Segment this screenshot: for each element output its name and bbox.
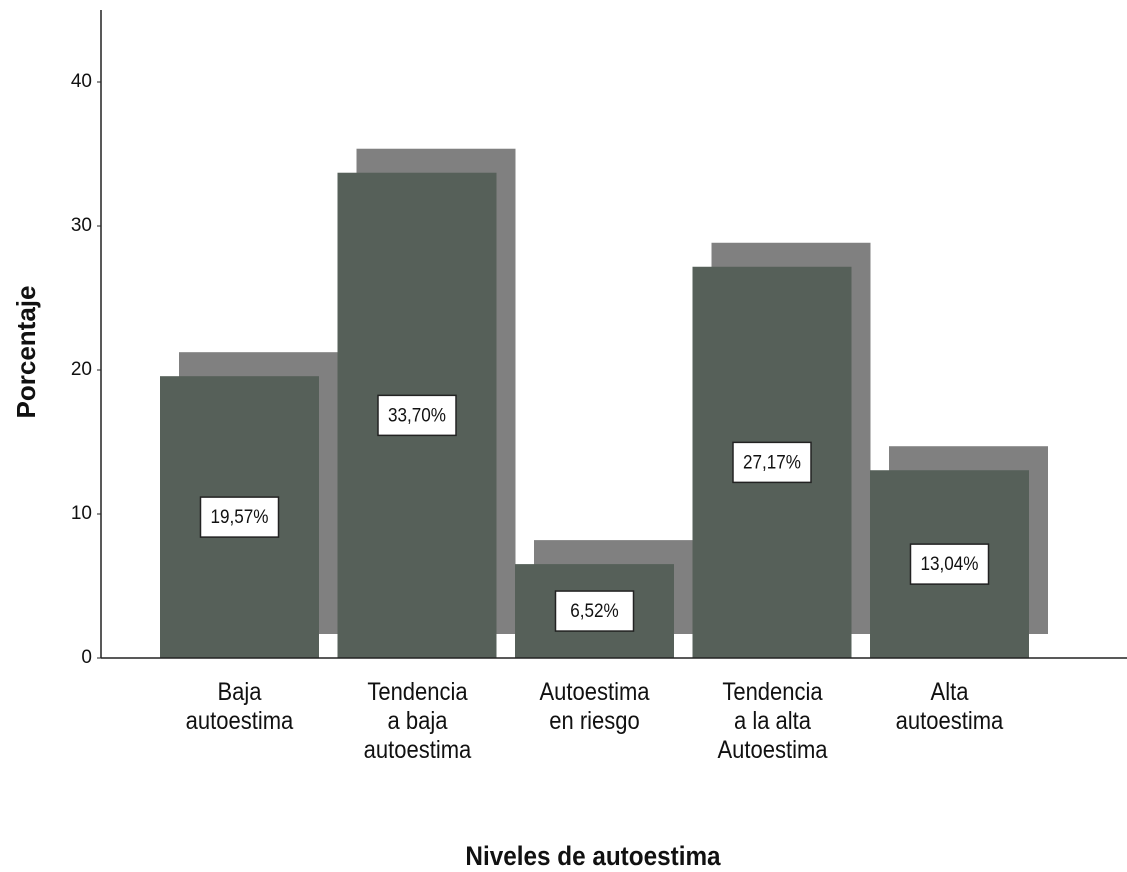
value-label: 27,17%	[743, 452, 801, 473]
y-axis-title: Porcentaje	[11, 286, 41, 419]
value-label-box	[554, 590, 635, 632]
y-tick-label: 40	[71, 71, 92, 92]
x-tick-label: Baja autoestima	[185, 678, 294, 735]
y-tick-label: 30	[71, 215, 92, 236]
y-tick-label: 20	[71, 359, 92, 380]
value-label: 19,57%	[211, 506, 269, 527]
value-label-box	[377, 394, 457, 437]
x-axis-title: Niveles de autoestima	[465, 842, 721, 871]
y-tick-label: 0	[81, 647, 92, 668]
value-label: 13,04%	[921, 553, 979, 574]
y-tick-label: 10	[71, 503, 92, 524]
value-label: 6,52%	[570, 600, 618, 621]
x-tick-label: Tendencia a baja autoestima	[363, 678, 471, 764]
value-label-box	[732, 441, 812, 484]
x-tick-label: Tendencia a la alta Autoestima	[716, 678, 828, 764]
value-label-box	[199, 496, 280, 538]
value-label: 33,70%	[388, 405, 446, 426]
x-tick-label: Autoestima en riesgo	[539, 678, 650, 735]
value-label-box	[909, 543, 990, 585]
x-tick-label: Alta autoestima	[895, 678, 1004, 735]
